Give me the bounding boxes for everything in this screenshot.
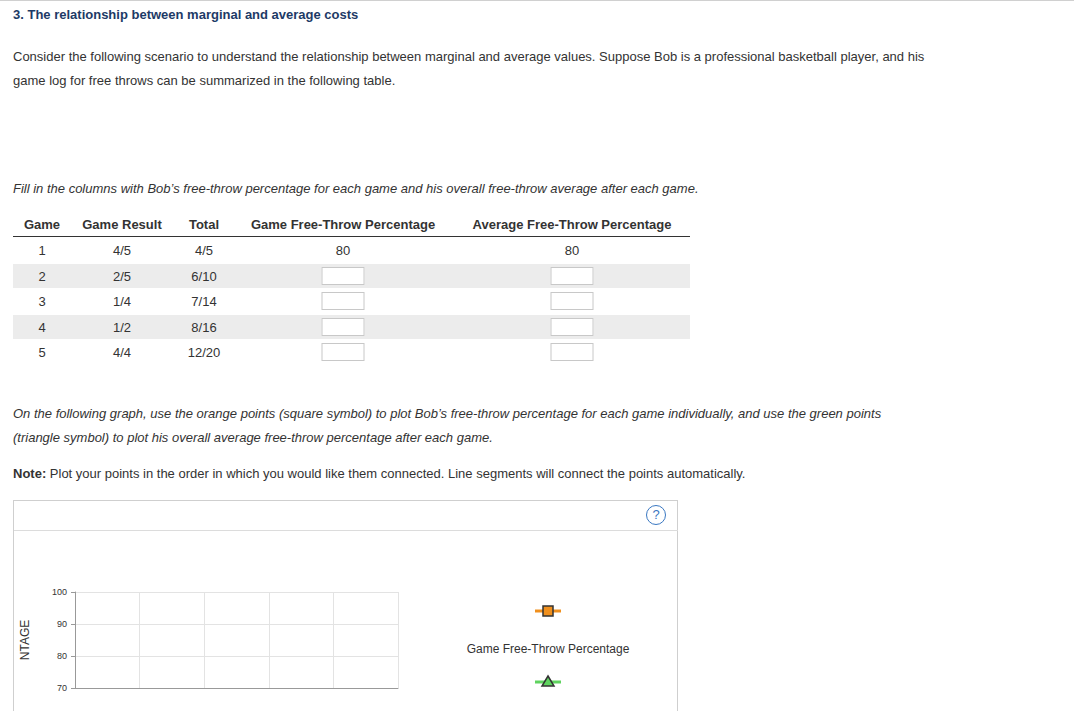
svg-text:100: 100 [52,587,67,597]
html-text:4/4: 4/4 [113,344,131,360]
html-text:4/5: 4/5 [113,242,131,258]
html-text:2/5: 2/5 [113,268,131,283]
html-text:Average Free-Throw Percentage: Average Free-Throw Percentage [472,216,672,232]
html-text:4/5: 4/5 [195,242,213,258]
html-text:Game Free-Throw Percentage: Game Free-Throw Percentage [466,642,630,656]
html-text:4: 4 [38,319,46,334]
html-text:Fill in the columns with Bob’s: Fill in the columns with Bob’s free-thro… [13,181,699,196]
html-text:1/4: 1/4 [113,293,131,309]
html-text:3: 3 [38,293,46,309]
html-text:8/16: 8/16 [191,319,217,334]
svg-text:70: 70 [57,683,67,693]
html-text:12/20: 12/20 [187,344,221,360]
html-text:Consider the following scenari: Consider the following scenario to under… [13,49,925,88]
html-text:5: 5 [38,344,46,360]
html-text:Game Result: Game Result [82,216,162,232]
html-text:80: 80 [335,242,351,258]
html-text:6/10: 6/10 [191,268,217,283]
svg-text:80: 80 [57,651,67,661]
html-text:7/14: 7/14 [191,293,217,309]
html-text:Game: Game [23,216,61,232]
html-text:On the following graph, use th: On the following graph, use the orange p… [13,406,882,445]
html-text:1/2: 1/2 [113,319,131,334]
svg-text:NTAGE: NTAGE [18,620,32,660]
html-text:Game Free-Throw Percentage: Game Free-Throw Percentage [250,216,436,232]
html-text:1: 1 [38,242,46,258]
html-text:3. The relationship between ma: 3. The relationship between marginal and… [13,7,359,22]
html-text:Note: Plot your points in the: Note: Plot your points in the order in w… [13,466,746,481]
svg-text:90: 90 [57,619,67,629]
html-text:Total: Total [189,216,219,232]
html-text:2: 2 [38,268,46,283]
html-text:80: 80 [564,242,580,258]
